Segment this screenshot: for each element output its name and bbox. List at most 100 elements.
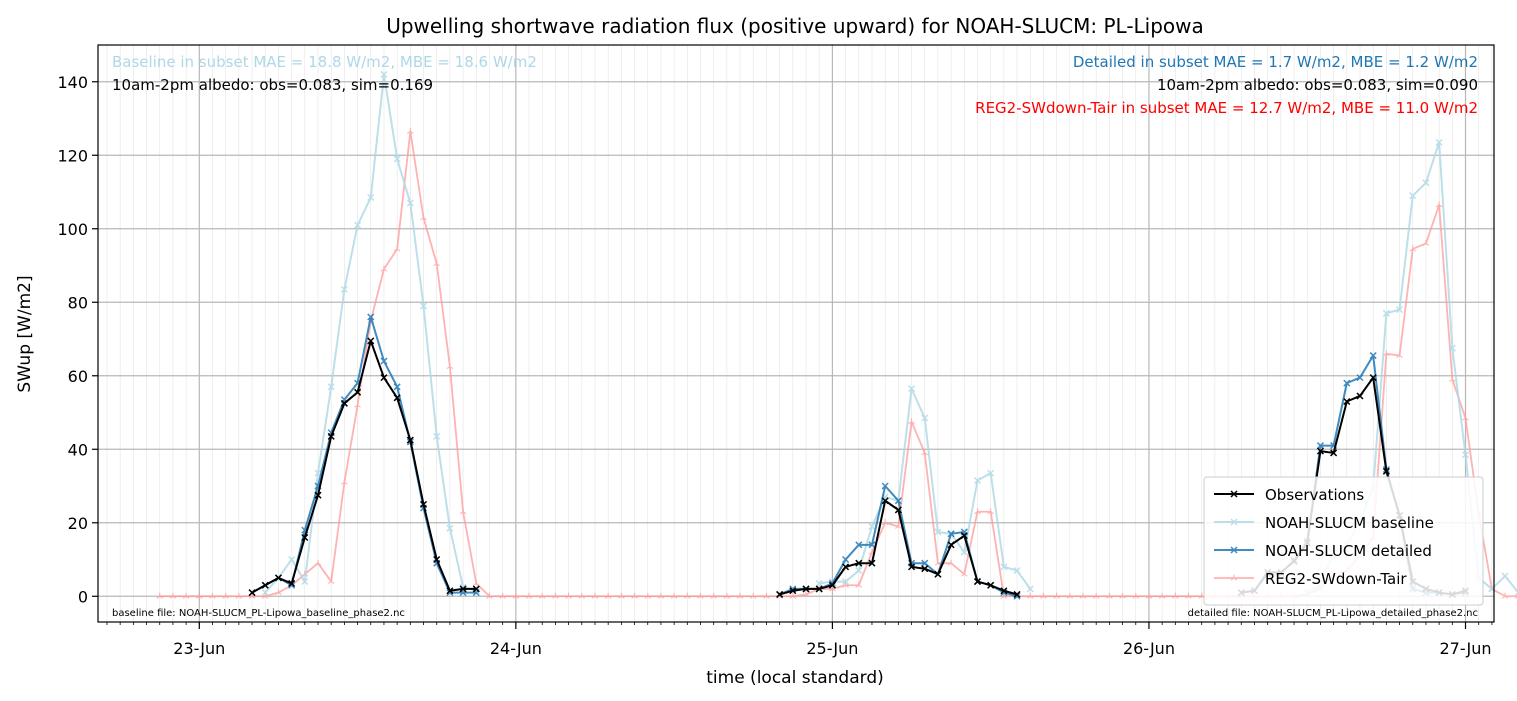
data-point-observations (776, 590, 784, 598)
legend-marker-noah-slucm-detailed (1230, 546, 1238, 554)
data-point-observations (1382, 467, 1390, 475)
data-point-reg2-swdown-tair (987, 508, 994, 515)
data-point-observations (1013, 590, 1021, 598)
data-point-noah-slucm-baseline (934, 528, 942, 536)
data-point-reg2-swdown-tair (1000, 592, 1008, 599)
baseline-albedo-annotation: 10am-2pm albedo: obs=0.083, sim=0.169 (112, 76, 433, 94)
data-point-observations (1000, 587, 1008, 595)
data-point-noah-slucm-baseline (288, 555, 296, 564)
data-point-noah-slucm-baseline (815, 579, 823, 587)
data-point-reg2-swdown-tair (881, 519, 889, 526)
y-tick-label: 0 (78, 587, 88, 606)
data-point-reg2-swdown-tair (1053, 592, 1060, 599)
data-point-noah-slucm-detailed (1356, 374, 1364, 382)
data-point-reg2-swdown-tair (407, 127, 414, 134)
data-point-observations (446, 587, 454, 595)
data-point-observations (459, 585, 467, 593)
legend-label-noah-slucm-detailed: NOAH-SLUCM detailed (1265, 542, 1432, 560)
data-point-noah-slucm-detailed (380, 357, 388, 365)
data-point-reg2-swdown-tair (974, 508, 981, 515)
data-point-observations (288, 579, 296, 587)
data-point-noah-slucm-baseline (921, 414, 929, 422)
data-point-reg2-swdown-tair (604, 592, 612, 599)
data-point-reg2-swdown-tair (908, 418, 915, 425)
data-point-noah-slucm-baseline (380, 70, 388, 78)
legend-label-observations: Observations (1265, 486, 1364, 504)
data-point-reg2-swdown-tair (499, 592, 506, 599)
legend: Observations NOAH-SLUCM baseline NOAH-SLUC… (1203, 476, 1484, 606)
data-point-observations (828, 581, 836, 589)
data-point-noah-slucm-baseline (855, 567, 863, 575)
data-point-noah-slucm-detailed (842, 555, 850, 564)
data-point-reg2-swdown-tair (1422, 239, 1430, 246)
data-point-observations (367, 337, 375, 345)
x-tick-label: 23-Jun (173, 639, 225, 658)
data-point-reg2-swdown-tair (393, 245, 401, 252)
data-point-reg2-swdown-tair (525, 592, 533, 599)
data-point-noah-slucm-baseline (433, 432, 441, 440)
data-point-noah-slucm-baseline (1013, 567, 1021, 575)
data-point-reg2-swdown-tair (1026, 592, 1034, 599)
detailed-file-annotation: detailed file: NOAH-SLUCM_PL-Lipowa_deta… (1188, 608, 1478, 619)
data-point-observations (987, 581, 995, 589)
data-point-observations (340, 399, 348, 407)
data-point-reg2-swdown-tair (1132, 592, 1140, 599)
data-point-reg2-swdown-tair (512, 592, 520, 599)
data-point-observations (380, 374, 388, 382)
data-point-reg2-swdown-tair (341, 478, 348, 485)
data-point-observations (789, 587, 797, 595)
data-point-reg2-swdown-tair (670, 592, 678, 599)
data-point-reg2-swdown-tair (829, 585, 836, 592)
data-point-observations (960, 532, 968, 540)
data-point-reg2-swdown-tair (1079, 592, 1087, 599)
data-point-observations (881, 497, 889, 505)
data-point-reg2-swdown-tair (261, 592, 269, 599)
data-point-observations (327, 432, 335, 440)
data-point-observations (1330, 449, 1338, 457)
data-point-reg2-swdown-tair (1106, 592, 1113, 599)
data-point-observations (301, 533, 309, 542)
data-point-reg2-swdown-tair (697, 592, 704, 599)
y-tick-label: 80 (68, 293, 88, 312)
series-line-observations (251, 339, 477, 594)
y-tick-label: 20 (68, 514, 88, 533)
data-point-reg2-swdown-tair (1396, 352, 1403, 359)
data-point-reg2-swdown-tair (842, 581, 849, 588)
detailed-stats-annotation: Detailed in subset MAE = 1.7 W/m2, MBE =… (1073, 53, 1478, 71)
data-point-reg2-swdown-tair (446, 363, 454, 370)
series-line-reg2-swdown-tair (159, 130, 1517, 598)
data-point-reg2-swdown-tair (1066, 592, 1074, 599)
data-point-noah-slucm-detailed (1316, 442, 1324, 450)
baseline-file-annotation: baseline file: NOAH-SLUCM_PL-Lipowa_base… (112, 608, 405, 619)
data-point-noah-slucm-baseline (1396, 306, 1404, 314)
y-tick-label: 60 (68, 367, 88, 386)
legend-swatch-noah-slucm-detailed (1214, 546, 1254, 554)
legend-swatch-observations (1214, 490, 1254, 498)
data-point-noah-slucm-baseline (960, 548, 968, 556)
data-point-reg2-swdown-tair (1514, 596, 1517, 599)
data-point-reg2-swdown-tair (314, 559, 322, 566)
data-point-noah-slucm-baseline (1382, 309, 1390, 317)
data-point-observations (354, 388, 362, 396)
detailed-albedo-annotation: 10am-2pm albedo: obs=0.083, sim=0.090 (1157, 76, 1478, 94)
data-point-noah-slucm-detailed (868, 541, 876, 549)
data-point-noah-slucm-detailed (1343, 379, 1351, 387)
data-point-noah-slucm-baseline (842, 578, 850, 586)
data-point-noah-slucm-detailed (947, 530, 955, 538)
baseline-stats-annotation: Baseline in subset MAE = 18.8 W/m2, MBE … (112, 53, 537, 71)
y-axis: 0 20 40 60 80 100 120 140 (57, 73, 98, 606)
data-point-reg2-swdown-tair (618, 592, 625, 599)
data-point-reg2-swdown-tair (565, 592, 572, 599)
data-point-reg2-swdown-tair (749, 592, 757, 599)
data-point-reg2-swdown-tair (248, 592, 256, 599)
data-point-reg2-swdown-tair (1383, 350, 1390, 357)
data-point-noah-slucm-baseline (261, 589, 269, 597)
data-point-noah-slucm-baseline (354, 221, 362, 229)
legend-marker-observations (1230, 490, 1238, 498)
plot-frame (97, 44, 1495, 623)
data-point-reg2-swdown-tair (1040, 592, 1047, 599)
data-point-reg2-swdown-tair (1449, 375, 1456, 382)
data-point-observations (1316, 447, 1324, 455)
x-tick-label: 27-Jun (1439, 639, 1491, 658)
